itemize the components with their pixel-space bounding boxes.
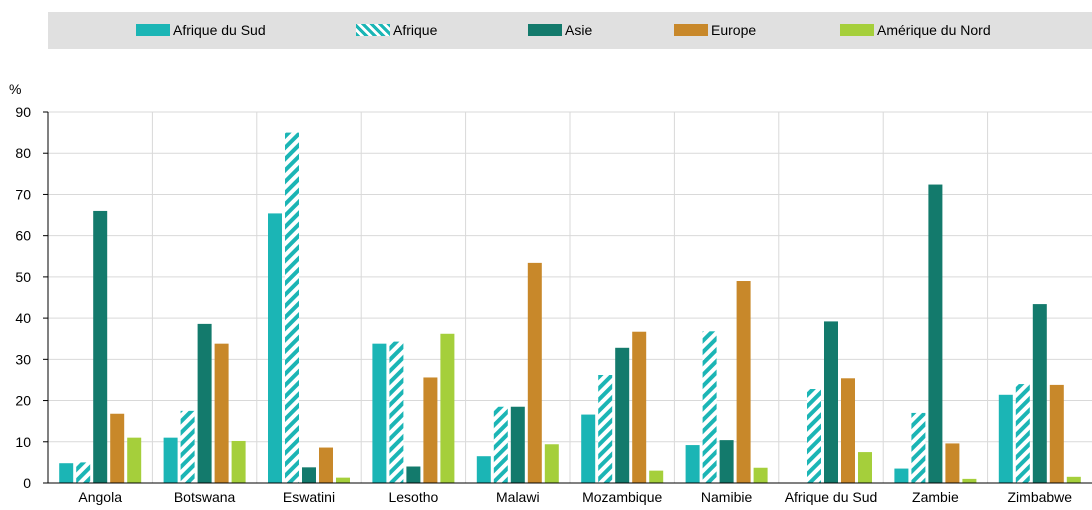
bar-afrique-3 [389, 341, 404, 483]
legend-swatch [136, 24, 170, 36]
bar-afrique-du-sud-6 [685, 445, 700, 483]
bar-afrique-8 [911, 412, 926, 483]
legend-label: Afrique [393, 22, 438, 38]
y-tick-label: 10 [15, 434, 31, 450]
bar-afrique-4 [493, 406, 508, 483]
bar-europe-0 [110, 413, 125, 483]
bar-am-rique-du-nord-5 [649, 470, 664, 483]
y-tick-label: 0 [23, 475, 31, 491]
legend-label: Europe [711, 22, 757, 38]
bar-afrique-0 [76, 462, 91, 483]
y-tick-label: 80 [15, 145, 31, 161]
x-tick-label: Mozambique [582, 489, 662, 505]
bar-asie-4 [510, 406, 525, 483]
bar-afrique-du-sud-5 [581, 414, 596, 483]
y-tick-label: 50 [15, 269, 31, 285]
legend-label: Afrique du Sud [173, 22, 266, 38]
x-tick-label: Afrique du Sud [785, 489, 878, 505]
bar-asie-9 [1032, 304, 1047, 483]
bar-am-rique-du-nord-4 [544, 444, 559, 483]
y-tick-label: 60 [15, 228, 31, 244]
legend-label: Amérique du Nord [877, 22, 991, 38]
bar-afrique-6 [702, 331, 717, 483]
bar-afrique-1 [180, 410, 195, 483]
bar-afrique-du-sud-3 [372, 343, 387, 483]
bar-am-rique-du-nord-8 [962, 478, 977, 483]
bar-am-rique-du-nord-9 [1066, 476, 1081, 483]
bar-afrique-5 [598, 374, 613, 483]
legend-label: Asie [565, 22, 593, 38]
bar-asie-7 [824, 321, 838, 483]
bar-europe-4 [527, 262, 542, 483]
legend-swatch [356, 24, 390, 36]
bar-afrique-du-sud-1 [163, 437, 178, 483]
bar-am-rique-du-nord-7 [858, 452, 872, 483]
bar-afrique-9 [1015, 384, 1030, 483]
bar-europe-9 [1049, 384, 1064, 483]
bar-afrique-du-sud-8 [894, 468, 909, 483]
y-tick-label: 90 [15, 104, 31, 120]
x-tick-label: Lesotho [388, 489, 438, 505]
bar-am-rique-du-nord-2 [336, 477, 350, 483]
x-tick-label: Malawi [496, 489, 540, 505]
y-axis-unit-label: % [9, 81, 22, 97]
legend-swatch [528, 24, 562, 36]
bar-am-rique-du-nord-1 [231, 440, 246, 483]
bar-afrique-du-sud-0 [59, 463, 74, 483]
x-tick-label: Namibie [701, 489, 753, 505]
legend-item-asie: Asie [528, 20, 592, 40]
x-tick-label: Zimbabwe [1008, 489, 1073, 505]
bar-afrique-2 [285, 132, 299, 483]
x-tick-label: Botswana [174, 489, 236, 505]
bar-afrique-du-sud-9 [998, 394, 1013, 483]
bar-asie-5 [615, 347, 630, 483]
y-tick-label: 30 [15, 351, 31, 367]
bar-asie-0 [93, 210, 108, 483]
x-tick-label: Zambie [912, 489, 959, 505]
y-tick-label: 20 [15, 393, 31, 409]
y-tick-label: 40 [15, 310, 31, 326]
bar-europe-6 [736, 281, 751, 483]
bar-europe-8 [945, 443, 960, 483]
bar-afrique-du-sud-4 [476, 456, 491, 483]
bar-asie-1 [197, 323, 212, 483]
x-tick-label: Eswatini [283, 489, 335, 505]
legend-swatch [840, 24, 874, 36]
bar-europe-1 [214, 343, 229, 483]
bar-am-rique-du-nord-0 [127, 437, 142, 483]
legend: Afrique du Sud Afrique Asie Europe Améri… [48, 12, 1092, 49]
bar-afrique-du-sud-2 [268, 213, 282, 483]
bar-am-rique-du-nord-6 [753, 467, 768, 483]
bar-asie-6 [719, 440, 734, 483]
bar-europe-2 [319, 447, 333, 483]
legend-item-europe: Europe [674, 20, 756, 40]
legend-item-afrique: Afrique [356, 20, 437, 40]
bar-asie-3 [406, 466, 421, 483]
legend-swatch [674, 24, 708, 36]
bar-asie-8 [928, 184, 943, 483]
bar-asie-2 [302, 467, 316, 483]
bar-europe-3 [423, 377, 438, 483]
bar-afrique-7 [807, 389, 821, 483]
legend-item-afrique-du-sud: Afrique du Sud [136, 20, 266, 40]
x-tick-label: Angola [78, 489, 122, 505]
bar-am-rique-du-nord-3 [440, 333, 455, 483]
legend-item-amerique-du-nord: Amérique du Nord [840, 20, 991, 40]
bar-europe-7 [841, 378, 855, 483]
bar-europe-5 [632, 331, 647, 483]
y-tick-label: 70 [15, 186, 31, 202]
